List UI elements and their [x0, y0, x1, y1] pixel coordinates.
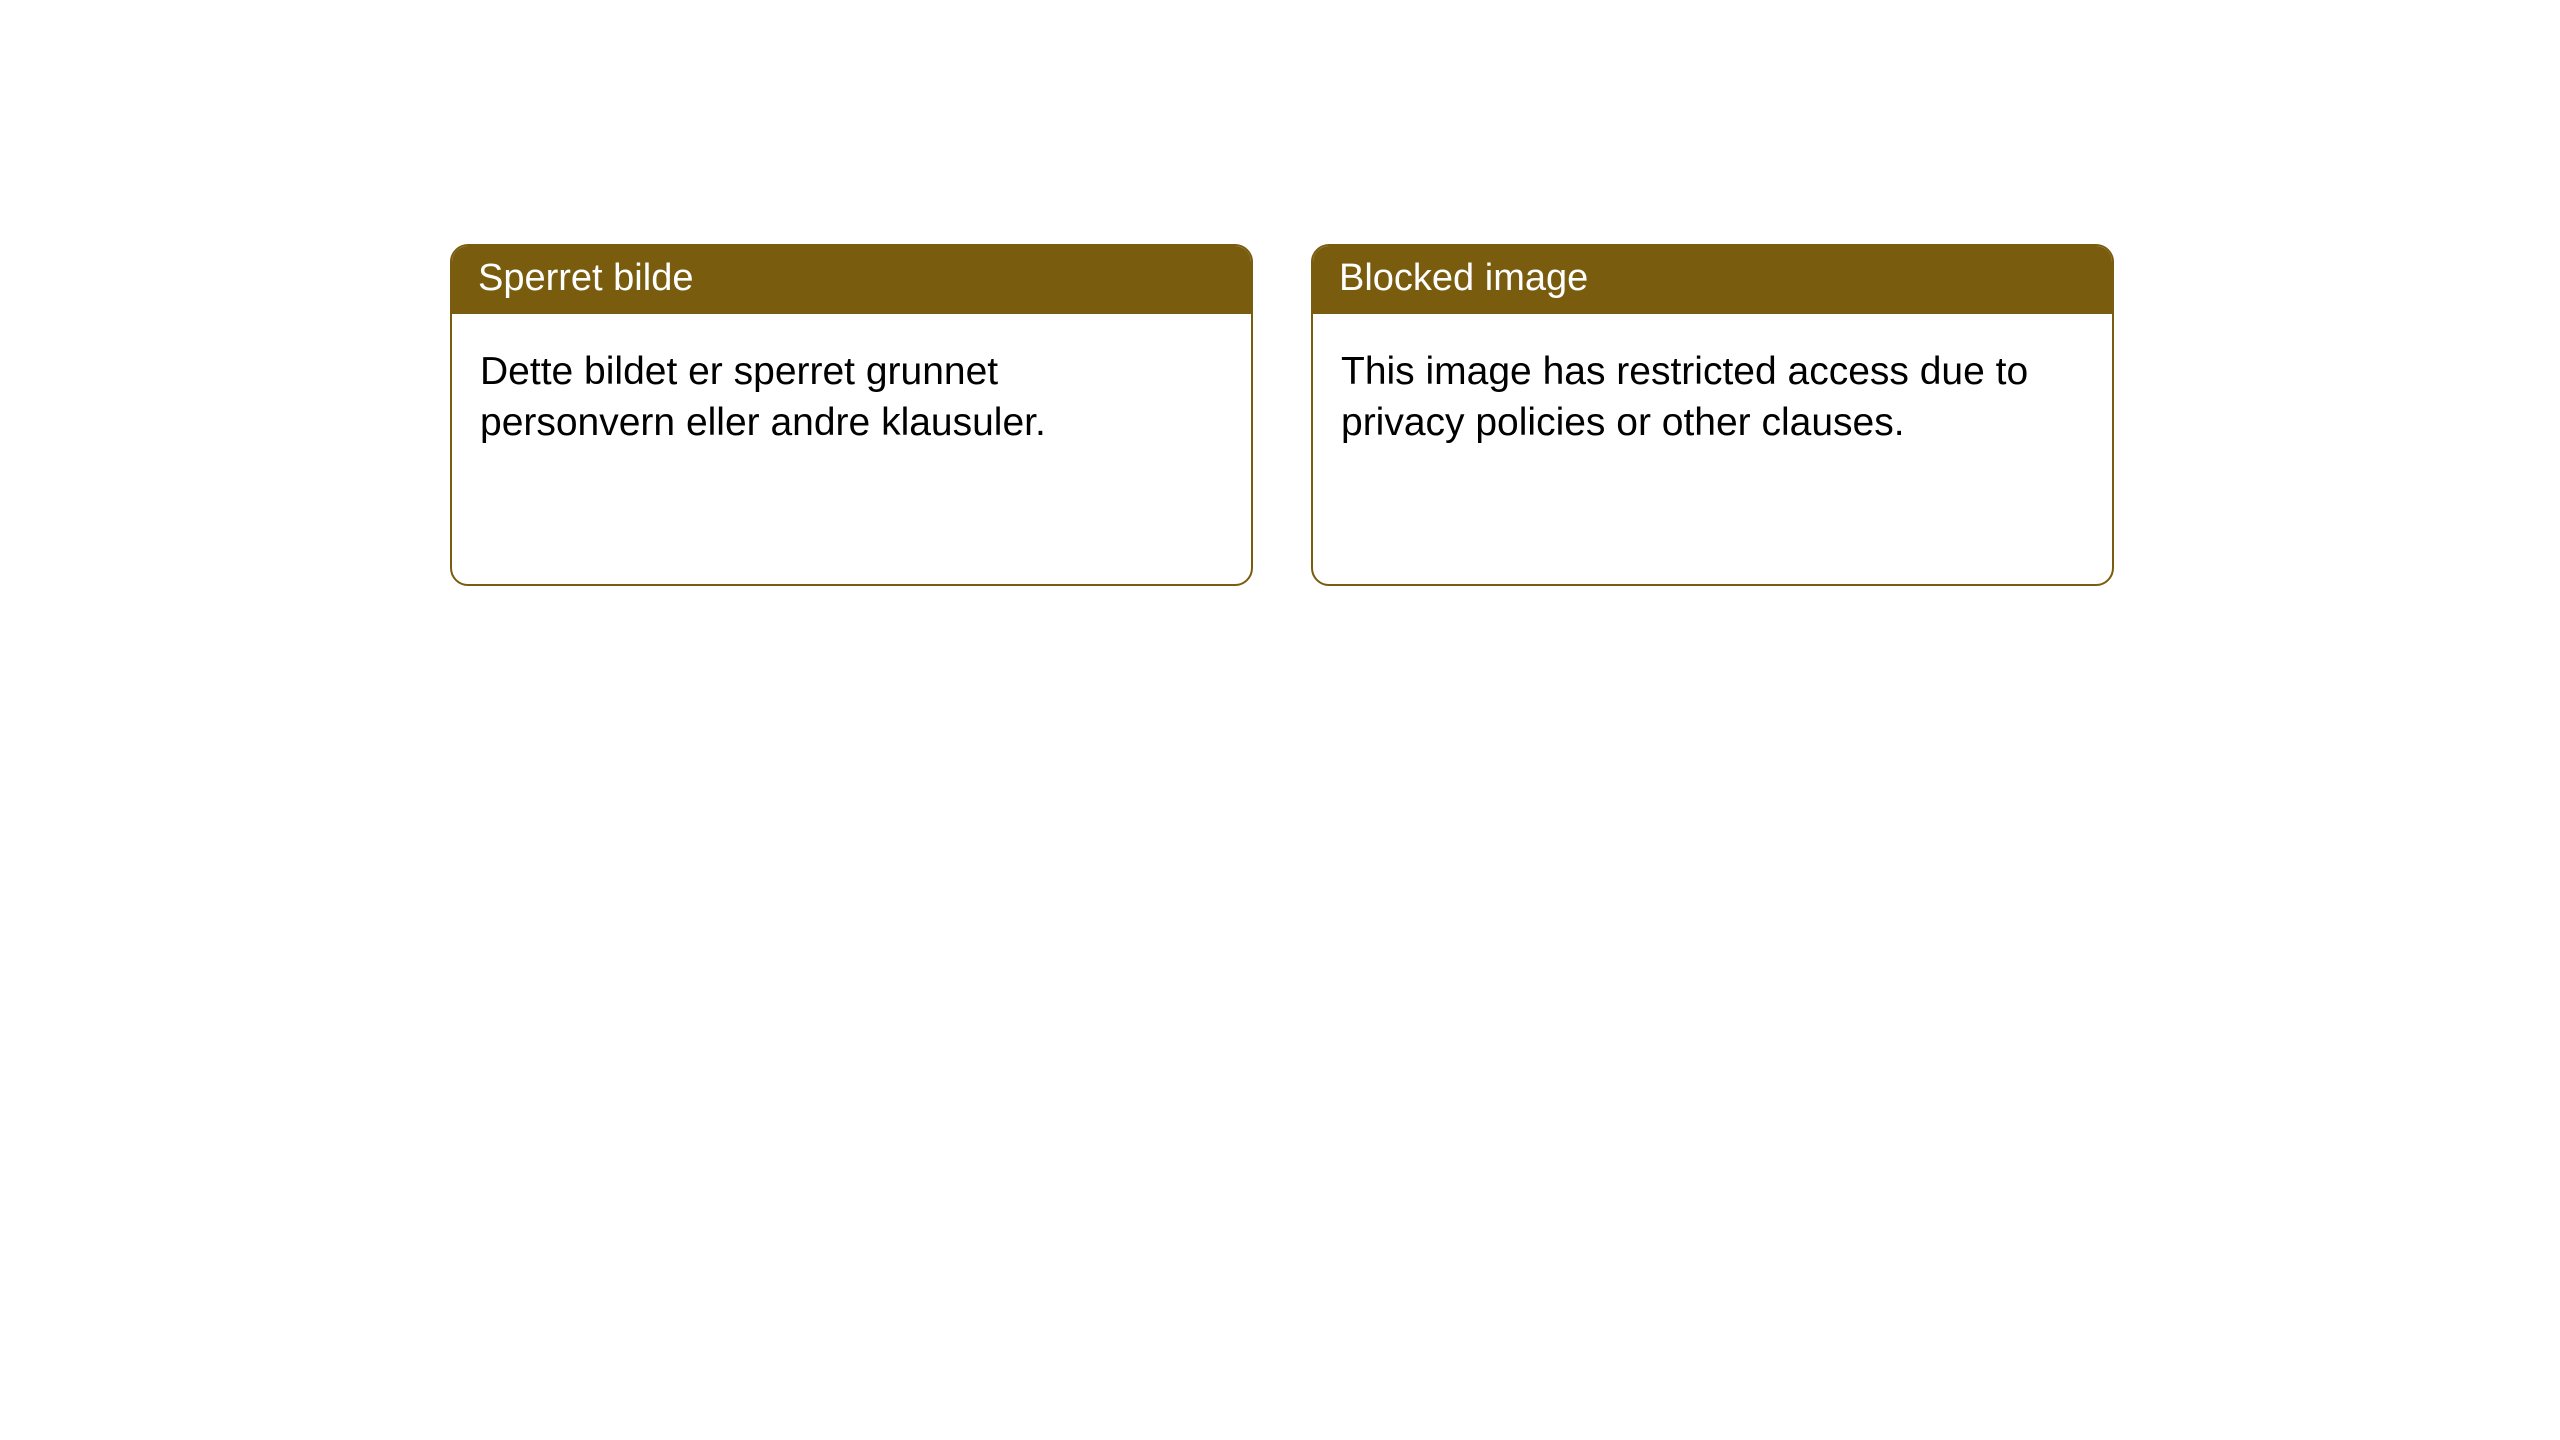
blocked-image-card-no: Sperret bilde Dette bildet er sperret gr…: [450, 244, 1253, 586]
card-header-en: Blocked image: [1313, 246, 2112, 314]
card-body-no: Dette bildet er sperret grunnet personve…: [452, 314, 1251, 584]
blocked-image-card-en: Blocked image This image has restricted …: [1311, 244, 2114, 586]
card-body-text-no: Dette bildet er sperret grunnet personve…: [480, 346, 1200, 450]
card-body-text-en: This image has restricted access due to …: [1341, 346, 2061, 450]
card-body-en: This image has restricted access due to …: [1313, 314, 2112, 584]
notice-container: Sperret bilde Dette bildet er sperret gr…: [0, 0, 2560, 586]
card-header-no: Sperret bilde: [452, 246, 1251, 314]
